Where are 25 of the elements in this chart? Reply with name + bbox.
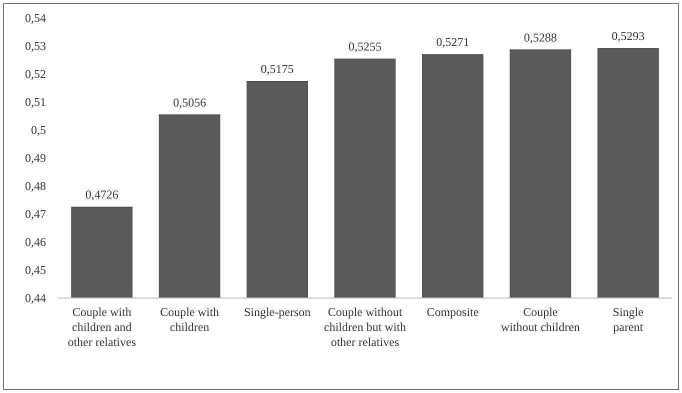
y-tick-label: 0,47	[25, 207, 46, 222]
y-tick-label: 0,51	[25, 95, 46, 110]
data-label: 0,4726	[85, 188, 118, 202]
y-tick-label: 0,46	[25, 235, 46, 250]
data-label: 0,5271	[436, 35, 470, 50]
x-tick-label: Couple with children	[160, 305, 220, 334]
data-label: 0,5255	[348, 40, 382, 54]
x-tick-label: Couple without children but with other relatives	[324, 305, 406, 349]
y-tick-label: 0,5	[31, 123, 46, 138]
y-tick-label: 0,48	[25, 179, 46, 194]
data-label: 0,5175	[260, 62, 294, 76]
y-tick-label: 0,54	[25, 11, 46, 26]
y-tick-label: 0,45	[25, 263, 46, 278]
x-tick-label: Couple without children	[500, 305, 580, 334]
y-tick-label: 0,52	[25, 67, 46, 82]
y-tick-label: 0,44	[25, 291, 46, 306]
data-label: 0,5056	[173, 95, 206, 110]
x-tick-label: Single-person	[244, 305, 311, 319]
x-tick-label: Couple with children and other relatives	[68, 305, 136, 349]
data-label: 0,5288	[524, 30, 557, 44]
y-tick-label: 0,49	[25, 151, 46, 166]
y-tick-label: 0,53	[25, 39, 46, 54]
x-tick-label: Single parent	[612, 305, 644, 334]
x-tick-label: Composite	[426, 305, 479, 319]
data-label: 0,5293	[612, 28, 645, 43]
